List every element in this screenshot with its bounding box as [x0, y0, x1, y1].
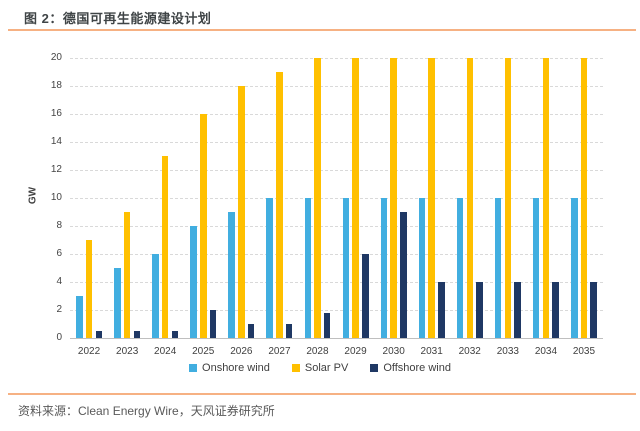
x-tick-label-2030: 2030: [382, 346, 405, 357]
y-tick-label: 12: [50, 164, 62, 175]
bar-solar-pv-2032: [466, 58, 473, 338]
x-tick-label-2028: 2028: [306, 346, 329, 357]
bar-offshore-wind-2035: [590, 282, 597, 338]
y-tick-label: 2: [56, 304, 62, 315]
gridline-20: [70, 58, 603, 59]
bar-offshore-wind-2023: [133, 331, 141, 338]
y-tick-label: 8: [56, 220, 62, 231]
bar-offshore-wind-2026: [247, 324, 255, 338]
legend-item-onshore-wind: Onshore wind: [189, 362, 270, 374]
y-tick-label: 10: [50, 192, 62, 203]
gridline-8: [70, 226, 603, 227]
x-tick-label-2025: 2025: [192, 346, 215, 357]
bar-onshore-wind-2022: [76, 296, 83, 338]
bar-solar-pv-2035: [580, 58, 588, 338]
x-tick-label-2029: 2029: [344, 346, 367, 357]
bar-offshore-wind-2033: [514, 282, 521, 338]
y-tick-label: 20: [50, 52, 62, 63]
bar-onshore-wind-2026: [228, 212, 235, 338]
x-tick-label-2023: 2023: [116, 346, 139, 357]
bar-onshore-wind-2033: [494, 198, 502, 338]
gridline-18: [70, 86, 603, 87]
bar-offshore-wind-2027: [285, 324, 293, 338]
x-tick-label-2027: 2027: [268, 346, 291, 357]
bar-offshore-wind-2029: [362, 254, 369, 338]
gridline-14: [70, 142, 603, 143]
bar-onshore-wind-2027: [266, 198, 273, 338]
bar-solar-pv-2026: [238, 86, 245, 338]
bar-onshore-wind-2035: [571, 198, 578, 338]
gridline-4: [70, 282, 603, 283]
bar-onshore-wind-2030: [380, 198, 388, 338]
y-tick-label: 18: [50, 80, 62, 91]
bar-solar-pv-2028: [314, 58, 321, 338]
bar-solar-pv-2030: [390, 58, 397, 338]
bar-onshore-wind-2032: [456, 198, 464, 338]
bar-onshore-wind-2031: [418, 198, 426, 338]
bar-solar-pv-2027: [276, 72, 283, 338]
x-tick-label-2032: 2032: [458, 346, 481, 357]
bar-onshore-wind-2028: [304, 198, 311, 338]
legend-label-solar-pv: Solar PV: [304, 362, 349, 374]
gridline-16: [70, 114, 603, 115]
bar-offshore-wind-2034: [552, 282, 559, 338]
bar-solar-pv-2024: [161, 156, 169, 338]
footer-rule: [8, 393, 636, 395]
figure-title: 图 2：德国可再生能源建设计划: [24, 11, 212, 26]
y-tick-label: 6: [56, 248, 62, 259]
y-tick-label: 0: [56, 332, 62, 343]
bar-onshore-wind-2034: [532, 198, 540, 338]
y-tick-label: 14: [50, 136, 62, 147]
bar-solar-pv-2031: [428, 58, 435, 338]
bar-offshore-wind-2025: [209, 310, 217, 338]
legend-swatch-onshore-wind: [189, 364, 198, 372]
bar-solar-pv-2022: [85, 240, 93, 338]
bar-onshore-wind-2024: [152, 254, 159, 338]
legend-label-onshore-wind: Onshore wind: [202, 362, 270, 374]
y-tick-label: 16: [50, 108, 62, 119]
bar-offshore-wind-2030: [400, 212, 407, 338]
x-tick-label-2033: 2033: [496, 346, 519, 357]
title-underline-rule: [8, 29, 636, 31]
bar-offshore-wind-2022: [95, 331, 102, 338]
legend-item-solar-pv: Solar PV: [291, 362, 349, 374]
x-tick-label-2031: 2031: [420, 346, 443, 357]
gridline-2: [70, 310, 603, 311]
bar-onshore-wind-2029: [342, 198, 350, 338]
x-tick-label-2034: 2034: [534, 346, 558, 357]
bar-onshore-wind-2025: [190, 226, 197, 338]
x-tick-label-2024: 2024: [154, 346, 177, 357]
x-axis-line: [70, 338, 603, 339]
chart-legend: Onshore wind Solar PV Offshore wind: [0, 362, 640, 374]
bar-offshore-wind-2031: [438, 282, 445, 338]
x-tick-label-2022: 2022: [77, 346, 101, 357]
gridline-6: [70, 254, 603, 255]
bar-onshore-wind-2023: [114, 268, 121, 338]
bar-solar-pv-2025: [200, 114, 207, 338]
bar-solar-pv-2023: [123, 212, 131, 338]
x-tick-label-2035: 2035: [572, 346, 596, 357]
gridline-12: [70, 170, 603, 171]
bar-solar-pv-2034: [542, 58, 550, 338]
source-note: 资料来源：Clean Energy Wire，天风证券研究所: [18, 404, 275, 418]
gridline-10: [70, 198, 603, 199]
bar-offshore-wind-2028: [323, 312, 331, 338]
bar-offshore-wind-2032: [476, 282, 483, 338]
legend-label-offshore-wind: Offshore wind: [383, 362, 451, 374]
legend-swatch-offshore-wind: [370, 364, 379, 372]
bar-solar-pv-2029: [352, 58, 359, 338]
x-tick-label-2026: 2026: [230, 346, 253, 357]
legend-swatch-solar-pv: [291, 364, 300, 372]
bar-solar-pv-2033: [504, 58, 512, 338]
y-tick-label: 4: [56, 276, 62, 287]
bar-offshore-wind-2024: [171, 331, 179, 338]
legend-item-offshore-wind: Offshore wind: [370, 362, 451, 374]
